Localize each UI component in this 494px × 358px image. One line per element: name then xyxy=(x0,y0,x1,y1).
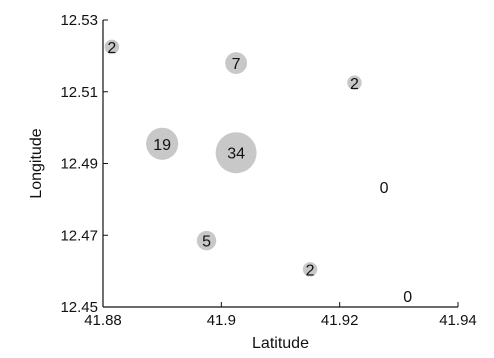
bubble-label: 7 xyxy=(232,56,241,73)
bubble xyxy=(104,39,120,55)
y-tick-label: 12.53 xyxy=(60,12,98,29)
bubble-label: 19 xyxy=(153,137,171,154)
bubble xyxy=(196,230,217,251)
x-tick-label: 41.88 xyxy=(84,312,122,329)
bubble-label: 2 xyxy=(306,262,315,279)
bubble xyxy=(146,127,179,160)
x-axis-label: Latitude xyxy=(252,335,309,352)
axes xyxy=(102,20,458,308)
bubble-label: 2 xyxy=(107,40,116,57)
tick-layer: 41.88 41.9 41.92 41.94 12.45 12.47 12.49 12.51 1… xyxy=(60,12,476,329)
bubble xyxy=(225,52,248,74)
bubble-label: 0 xyxy=(380,180,389,197)
bubble-label: 0 xyxy=(403,289,412,306)
bubble-label: 2 xyxy=(350,76,359,93)
bubble-label: 34 xyxy=(227,146,245,163)
bubble-label: 5 xyxy=(202,234,211,251)
x-tick-label: 41.92 xyxy=(321,312,359,329)
y-axis-label: Longitude xyxy=(28,128,45,198)
bubble xyxy=(302,262,318,277)
y-tick-label: 12.45 xyxy=(60,299,98,316)
bubble xyxy=(215,132,257,174)
y-tick-label: 12.49 xyxy=(60,156,98,173)
bubble-layer: 2 7 2 19 34 0 5 2 0 xyxy=(104,39,412,306)
y-tick-label: 12.51 xyxy=(60,84,98,101)
x-tick-label: 41.94 xyxy=(439,312,477,329)
y-tick-label: 12.47 xyxy=(60,227,98,244)
bubble xyxy=(347,75,362,91)
x-tick-label: 41.9 xyxy=(207,312,236,329)
